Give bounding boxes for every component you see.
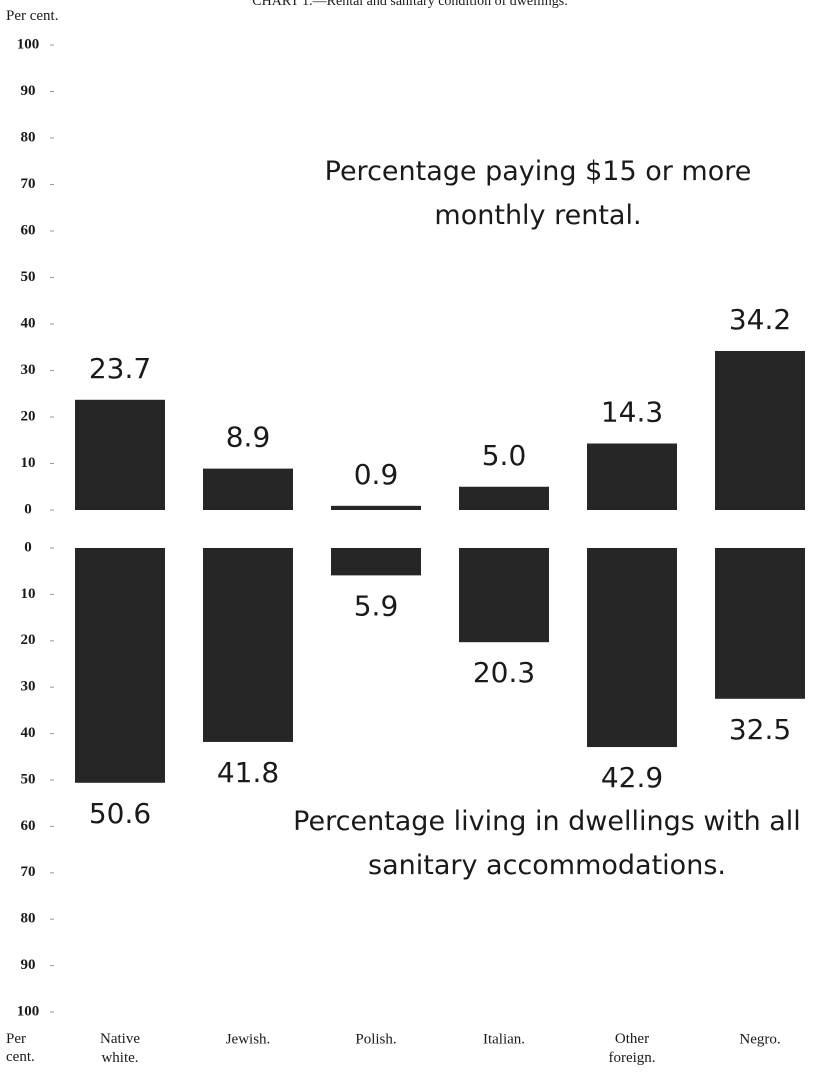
- value-label: 32.5: [729, 713, 791, 746]
- y-tick-label: 70: [21, 176, 36, 192]
- y-tick-label: 50: [21, 771, 36, 787]
- bar: [203, 468, 293, 510]
- y-tick-label: 30: [21, 679, 36, 695]
- y-tick-label: 50: [21, 269, 36, 285]
- y-tick-label: 70: [21, 864, 36, 880]
- y-tick-label: 30: [21, 362, 36, 378]
- y-tick-label: 20: [21, 408, 36, 424]
- y-tick-label: 0: [24, 501, 32, 517]
- bar: [715, 350, 805, 510]
- y-tick-label: 100: [17, 1003, 40, 1019]
- value-label: 42.9: [601, 761, 663, 794]
- y-tick-label: 10: [21, 586, 36, 602]
- y-axis-label: Per cent.: [6, 8, 59, 24]
- bar: [459, 548, 549, 643]
- x-tick-label: Negro.: [739, 1031, 780, 1047]
- y-tick-label: 90: [21, 957, 36, 973]
- bar: [587, 443, 677, 510]
- bar: [459, 486, 549, 510]
- panel-annotation: Percentage paying $15 or more monthly re…: [324, 156, 752, 231]
- value-label: 0.9: [354, 458, 399, 491]
- value-label: 5.9: [354, 589, 399, 622]
- x-axis-label: Per cent.: [6, 1031, 35, 1065]
- bar: [331, 505, 421, 510]
- y-tick-label: 40: [21, 725, 36, 741]
- bar: [587, 548, 677, 748]
- x-tick-label: Polish.: [355, 1031, 396, 1047]
- y-tick-label: 100: [17, 36, 40, 52]
- value-label: 20.3: [473, 656, 535, 689]
- y-tick-label: 10: [21, 455, 36, 471]
- y-tick-label: 60: [21, 222, 36, 238]
- x-tick-label: Native white.: [100, 1031, 140, 1066]
- value-label: 34.2: [729, 303, 791, 336]
- y-tick-label: 60: [21, 818, 36, 834]
- value-label: 50.6: [89, 797, 151, 830]
- bar: [715, 548, 805, 699]
- y-tick-label: 80: [21, 911, 36, 927]
- value-label: 5.0: [482, 439, 527, 472]
- bar: [75, 548, 165, 783]
- bar: [331, 548, 421, 576]
- bar: [75, 399, 165, 510]
- value-label: 41.8: [217, 756, 279, 789]
- value-label: 8.9: [226, 421, 271, 454]
- x-tick-label: Italian.: [483, 1031, 525, 1047]
- value-label: 23.7: [89, 352, 151, 385]
- panel-annotation: Percentage living in dwellings with all …: [293, 806, 801, 881]
- y-tick-label: 0: [24, 539, 32, 555]
- value-label: 14.3: [601, 396, 663, 429]
- chart-title: CHART 1.—Rental and sanitary condition o…: [252, 0, 568, 9]
- y-tick-label: 40: [21, 315, 36, 331]
- y-tick-label: 20: [21, 632, 36, 648]
- x-tick-label: Jewish.: [226, 1031, 271, 1047]
- x-tick-label: Other foreign.: [608, 1031, 655, 1066]
- y-tick-label: 80: [21, 129, 36, 145]
- y-tick-label: 90: [21, 83, 36, 99]
- bar: [203, 548, 293, 742]
